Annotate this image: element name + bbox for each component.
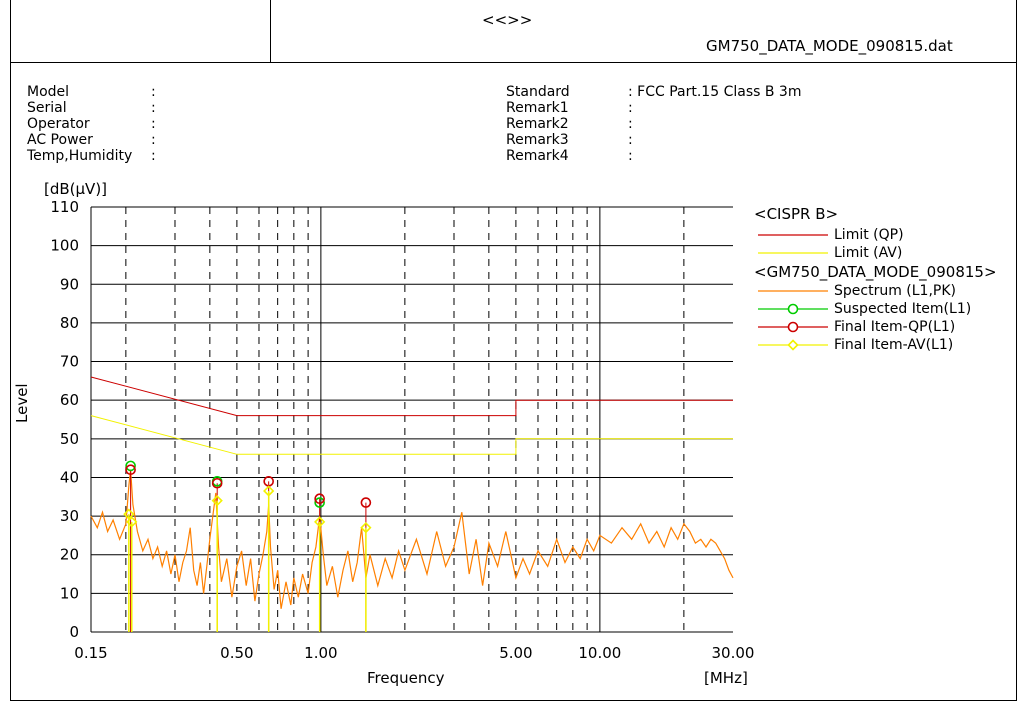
info-row-remark4: Remark4 xyxy=(506,148,569,164)
y-tick-label: 10 xyxy=(60,584,79,602)
legend-item-limit-av: Limit (AV) xyxy=(834,245,903,261)
suspected-point xyxy=(314,497,325,508)
legend-swatch-circle xyxy=(787,303,799,315)
info-row-serial: Serial xyxy=(27,100,67,116)
info-value: : xyxy=(151,84,156,100)
y-tick-label: 90 xyxy=(60,275,79,293)
info-value: : FCC Part.15 Class B 3m xyxy=(628,84,802,100)
y-unit-label: [dB(μV)] xyxy=(44,180,108,198)
legend: <CISPR B> <GM750_DATA_MODE_090815> Limit… xyxy=(752,206,1017,366)
report-title: <<>> xyxy=(482,11,533,29)
legend-swatch-diamond xyxy=(787,339,799,351)
page-frame xyxy=(10,0,1017,701)
legend-item-final-qp: Final Item-QP(L1) xyxy=(834,319,956,335)
limit-qp-line xyxy=(90,376,733,417)
logo-box xyxy=(10,0,271,62)
info-value: : xyxy=(151,100,156,116)
x-axis-title: Frequency xyxy=(367,669,445,687)
limit-av-line xyxy=(90,415,733,455)
info-row-remark2: Remark2 xyxy=(506,116,569,132)
info-right-values: : FCC Part.15 Class B 3m : : : : xyxy=(628,84,801,164)
legend-group-cispr: <CISPR B> xyxy=(754,206,839,223)
legend-swatches xyxy=(758,234,828,351)
final-av-point xyxy=(211,495,223,507)
y-tick-label: 40 xyxy=(60,468,79,486)
y-tick-label: 110 xyxy=(50,198,79,216)
legend-item-limit-qp: Limit (QP) xyxy=(834,227,904,243)
info-value: : xyxy=(628,100,633,116)
y-tick-label: 70 xyxy=(60,353,79,371)
info-left-values: : : : : : xyxy=(151,84,156,164)
x-tick-label: 5.00 xyxy=(499,644,532,662)
final-qp-point xyxy=(314,493,325,505)
info-row-temp-humidity: Temp,Humidity xyxy=(27,148,133,164)
info-row-ac-power: AC Power xyxy=(27,132,93,148)
info-row-remark3: Remark3 xyxy=(506,132,569,148)
legend-item-spectrum: Spectrum (L1,PK) xyxy=(834,283,956,299)
info-value: : xyxy=(628,148,633,164)
y-tick-label: 20 xyxy=(60,546,79,564)
y-tick-label: 50 xyxy=(60,430,79,448)
info-right: Standard Remark1 Remark2 Remark3 Remark4 xyxy=(506,84,570,164)
info-value: : xyxy=(628,116,633,132)
final-av-point xyxy=(123,508,135,520)
legend-item-suspected: Suspected Item(L1) xyxy=(834,301,972,317)
x-tick-label: 0.15 xyxy=(74,644,107,662)
suspected-point xyxy=(125,460,136,472)
final-av-point xyxy=(126,516,138,528)
x-tick-label: 1.00 xyxy=(304,644,337,662)
info-left: Model Serial Operator AC Power Temp,Humi… xyxy=(27,84,132,164)
x-unit-label: [MHz] xyxy=(704,669,748,687)
y-tick-label: 30 xyxy=(60,507,79,525)
info-value: : xyxy=(151,148,156,164)
legend-item-final-av: Final Item-AV(L1) xyxy=(834,337,954,353)
x-tick-label: 0.50 xyxy=(220,644,253,662)
header-rule xyxy=(10,62,1017,63)
file-name: GM750_DATA_MODE_090815.dat xyxy=(706,37,953,55)
legend-swatch-circle xyxy=(787,321,799,333)
final-av-point xyxy=(360,522,372,534)
info-value: : xyxy=(151,132,156,148)
info-row-model: Model xyxy=(27,84,70,100)
x-tick-label: 30.00 xyxy=(712,644,755,662)
final-qp-point xyxy=(125,464,136,476)
info-row-remark1: Remark1 xyxy=(506,100,569,116)
spectrum-line xyxy=(90,469,734,609)
y-tick-label: 0 xyxy=(69,623,79,641)
final-qp-point xyxy=(360,497,372,508)
info-row-standard: Standard xyxy=(506,84,570,100)
y-tick-label: 100 xyxy=(50,237,79,255)
final-av-point xyxy=(314,516,326,528)
y-tick-label: 60 xyxy=(60,391,79,409)
final-qp-point xyxy=(211,477,223,489)
info-value: : xyxy=(628,132,633,148)
info-row-operator: Operator xyxy=(27,116,90,132)
legend-group-dataset: <GM750_DATA_MODE_090815> xyxy=(754,263,997,281)
y-tick-label: 80 xyxy=(60,314,79,332)
final-av-point xyxy=(263,485,275,497)
info-value: : xyxy=(151,116,156,132)
x-tick-label: 10.00 xyxy=(578,644,621,662)
